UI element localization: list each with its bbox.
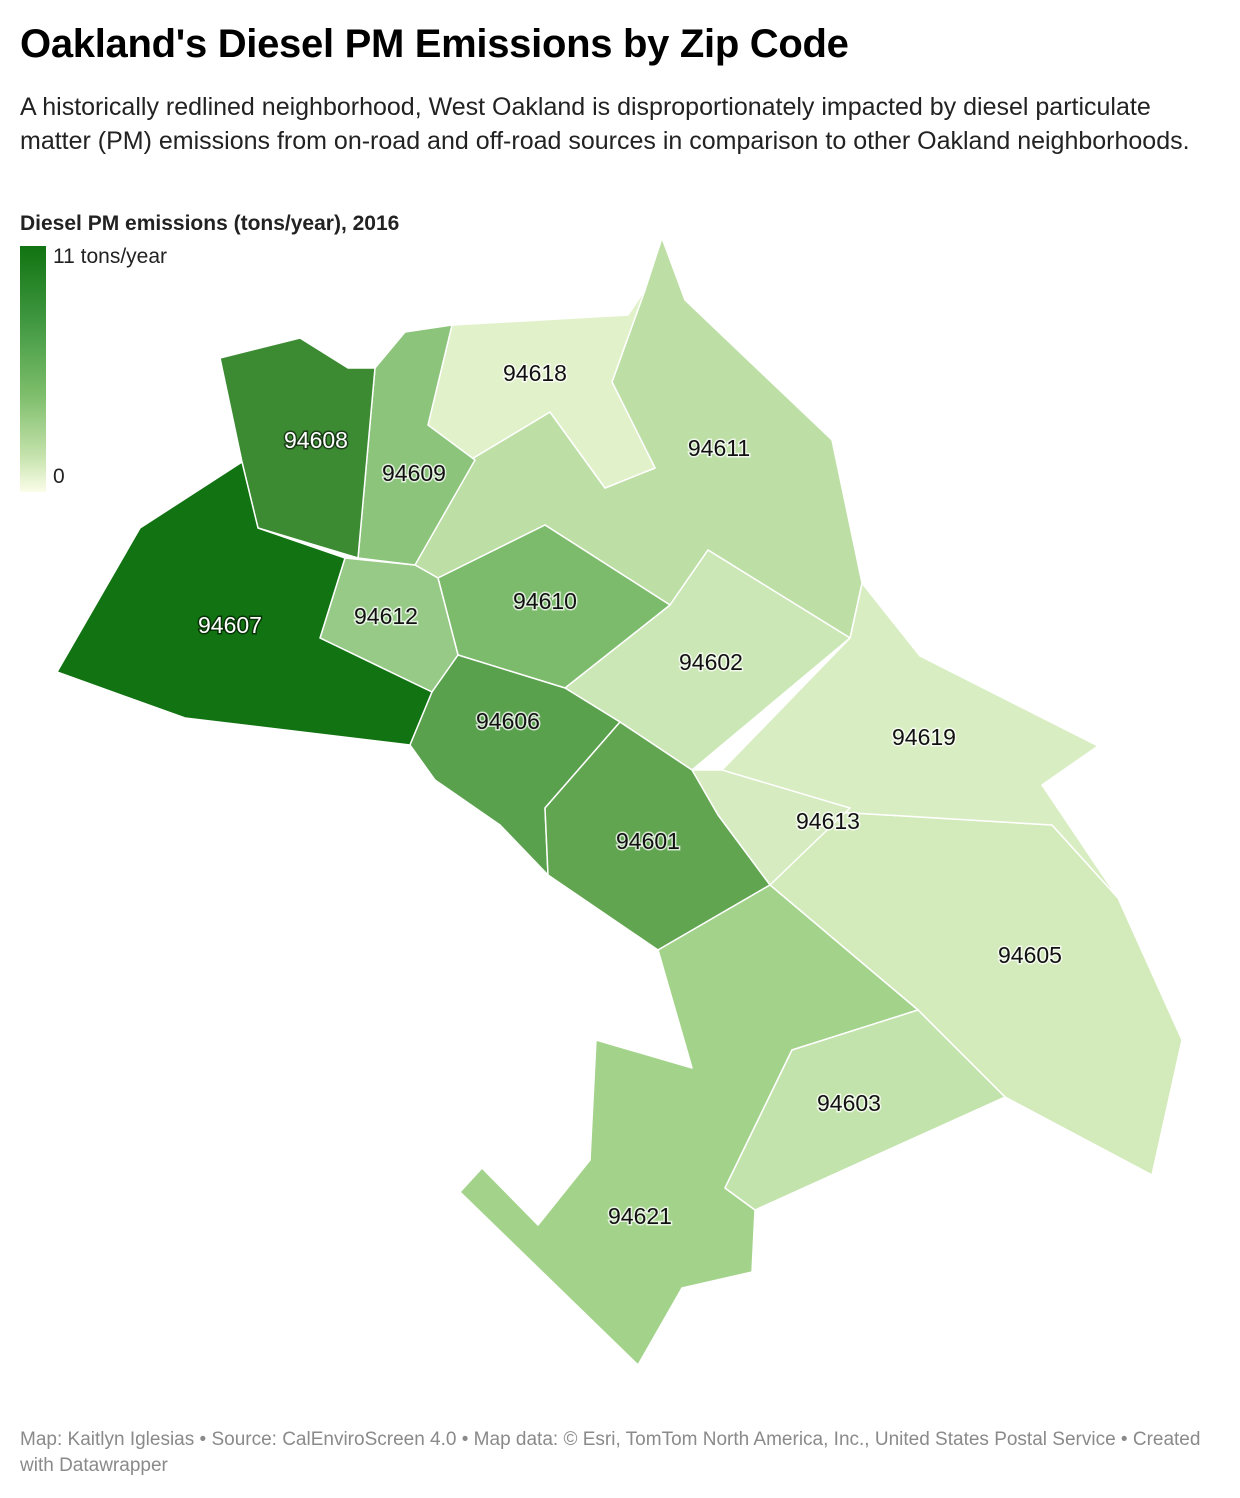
zip-label-94613: 94613 [796,808,860,834]
zip-label-94610: 94610 [513,588,577,614]
legend-min-label: 0 [53,465,65,488]
zip-label-94601: 94601 [616,828,680,854]
zip-label-94603: 94603 [817,1090,881,1116]
zip-label-94606: 94606 [476,708,540,734]
zip-label-94618: 94618 [503,360,567,386]
zip-region-94601[interactable] [544,721,771,951]
map-title: Oakland's Diesel PM Emissions by Zip Cod… [20,22,849,66]
zip-region-94607[interactable] [56,461,433,746]
map-credits: Map: Kaitlyn Iglesias • Source: CalEnvir… [20,1429,1201,1476]
zip-region-94603[interactable] [724,1009,1006,1211]
zip-label-94602: 94602 [679,649,743,675]
zip-label-94621: 94621 [608,1203,672,1229]
legend-color-scale [20,246,46,492]
legend-max-label: 11 tons/year [53,245,168,268]
legend-title: Diesel PM emissions (tons/year), 2016 [20,212,400,235]
zip-label-94609: 94609 [382,460,446,486]
zip-label-94608: 94608 [284,427,348,453]
zip-label-94611: 94611 [688,435,750,461]
zip-label-94612: 94612 [354,603,418,629]
zip-regions [56,237,1183,1366]
zip-label-94619: 94619 [892,724,956,750]
map-subtitle: A historically redlined neighborhood, We… [20,93,1190,155]
zip-label-94607: 94607 [198,612,262,638]
zip-labels: 94607 94608 94606 94601 94610 94609 9461… [197,359,1064,1231]
zip-region-94609[interactable] [357,324,476,566]
zip-label-94605: 94605 [998,942,1062,968]
